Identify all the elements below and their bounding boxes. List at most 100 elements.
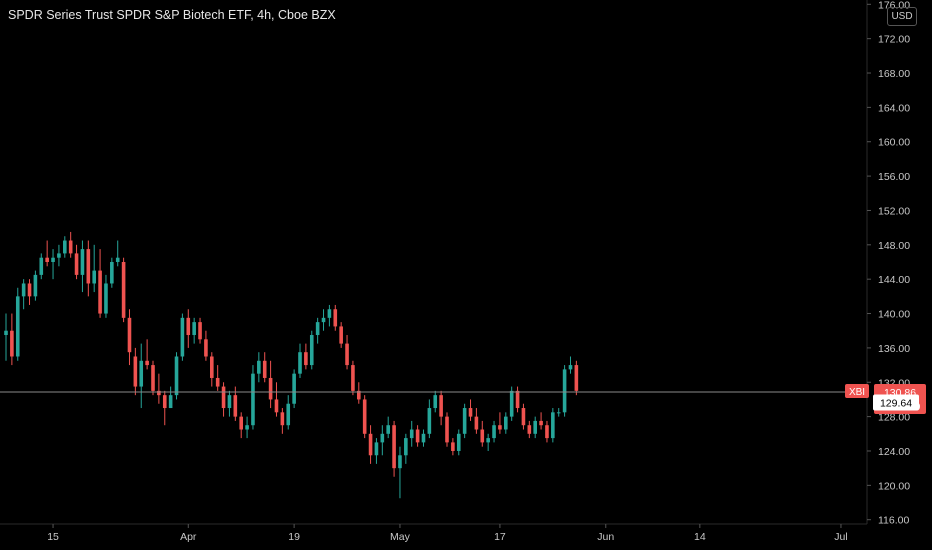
- candle: [492, 420, 496, 443]
- candle-body: [245, 425, 249, 430]
- candle: [162, 390, 167, 426]
- candle: [215, 365, 220, 391]
- y-tick-label: 144.00: [878, 274, 910, 286]
- candle: [204, 330, 208, 361]
- candle: [398, 446, 402, 499]
- candle: [145, 339, 149, 370]
- candle: [480, 420, 485, 447]
- candle-body: [562, 369, 567, 413]
- candle: [474, 408, 479, 434]
- candle: [21, 279, 26, 310]
- currency-button[interactable]: USD: [887, 7, 917, 26]
- candle: [551, 408, 555, 443]
- candle-body: [498, 425, 502, 430]
- candle: [574, 360, 579, 396]
- candle-body: [474, 416, 479, 430]
- candle-body: [98, 270, 102, 314]
- candle-body: [415, 429, 420, 443]
- candle: [186, 309, 191, 348]
- candle: [198, 317, 202, 344]
- candle: [433, 390, 438, 413]
- candle-body: [215, 377, 220, 387]
- candle: [168, 386, 173, 409]
- candle: [157, 373, 161, 404]
- candle: [345, 335, 349, 370]
- candle: [339, 322, 343, 348]
- candle: [180, 313, 185, 361]
- candle-body: [315, 322, 320, 336]
- candle-body: [27, 283, 32, 297]
- candle-body: [268, 377, 273, 400]
- candle-body: [409, 429, 414, 439]
- candle: [257, 352, 261, 383]
- y-tick-label: 116.00: [878, 515, 909, 527]
- candle-body: [174, 356, 179, 396]
- candle-body: [233, 395, 238, 417]
- y-tick-label: 160.00: [878, 137, 910, 149]
- x-tick-label: Jul: [834, 531, 847, 543]
- candle-body: [486, 438, 490, 443]
- candle-body: [539, 420, 543, 426]
- candle: [33, 270, 38, 301]
- candle-body: [210, 356, 214, 378]
- candle: [104, 274, 108, 318]
- candle: [239, 412, 243, 439]
- candle-body: [392, 425, 396, 469]
- candle-body: [257, 360, 261, 374]
- candle: [57, 244, 61, 267]
- candle-body: [357, 390, 361, 400]
- y-tick-label: 156.00: [878, 171, 910, 183]
- marker-badge-bg: [873, 394, 919, 411]
- candle: [92, 244, 96, 293]
- y-axis[interactable]: 116.00120.00124.00128.00132.00136.00140.…: [867, 0, 910, 527]
- candle-body: [57, 253, 61, 258]
- candle-body: [145, 360, 149, 366]
- candle-body: [162, 395, 167, 409]
- candle-body: [239, 416, 243, 430]
- candle-body: [104, 283, 108, 314]
- candle-body: [127, 317, 132, 353]
- candles-layer: [4, 231, 579, 499]
- candle: [545, 420, 549, 443]
- candle-body: [574, 365, 579, 391]
- candle-body: [492, 425, 496, 439]
- candle: [539, 412, 543, 430]
- candle: [486, 433, 490, 451]
- candle-body: [45, 257, 49, 262]
- candle: [121, 257, 126, 323]
- candle-body: [351, 365, 355, 391]
- candle: [221, 382, 226, 417]
- candle: [80, 240, 85, 293]
- y-tick-label: 164.00: [878, 102, 910, 114]
- candle-body: [198, 322, 202, 340]
- candle-body: [345, 343, 349, 366]
- candle: [63, 236, 67, 258]
- candle: [380, 425, 385, 456]
- candle-body: [309, 335, 314, 366]
- candle-body: [92, 270, 96, 284]
- x-axis[interactable]: 15 Apr 19 May 17 Jun 14 Jul: [47, 524, 848, 543]
- candle-body: [262, 360, 267, 378]
- x-tick-label: Jun: [597, 531, 614, 543]
- y-tick-label: 148.00: [878, 240, 910, 252]
- candle-body: [468, 408, 473, 417]
- candle-body: [398, 455, 402, 469]
- candle-body: [504, 416, 508, 430]
- candle-body: [33, 274, 38, 297]
- candle-body: [421, 433, 426, 443]
- candle: [392, 420, 396, 477]
- candle-body: [339, 326, 343, 344]
- candle: [351, 360, 355, 396]
- candle-body: [186, 317, 191, 336]
- candle: [427, 399, 432, 439]
- candle-body: [427, 408, 432, 434]
- candle: [386, 416, 390, 439]
- candle: [27, 279, 32, 305]
- y-tick-label: 124.00: [878, 446, 910, 458]
- candle: [456, 429, 461, 456]
- candle: [45, 240, 49, 267]
- y-tick-label: 176.00: [878, 0, 910, 11]
- candle-body: [368, 433, 373, 456]
- candle-body: [462, 408, 467, 434]
